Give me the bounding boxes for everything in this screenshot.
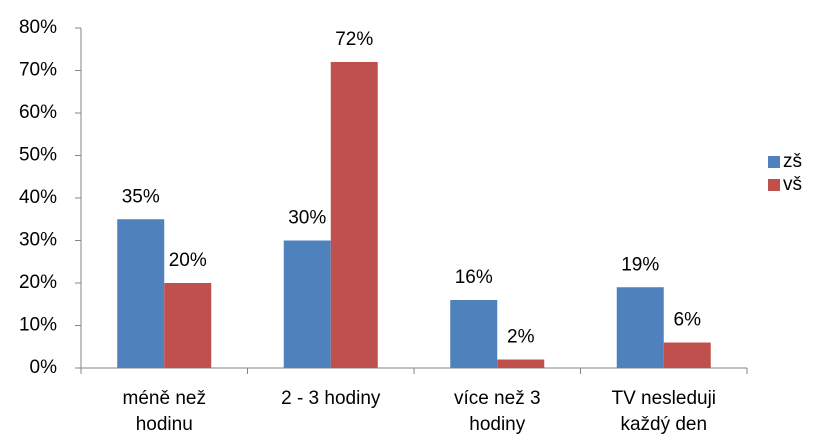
y-tick-label: 50% — [19, 145, 57, 166]
y-tick-label: 60% — [19, 102, 57, 123]
bar — [497, 359, 545, 368]
data-label: 6% — [674, 310, 702, 331]
bar — [616, 287, 664, 368]
data-label: 16% — [455, 267, 493, 288]
data-label: 20% — [169, 250, 207, 271]
legend-swatch — [768, 179, 780, 191]
data-label: 19% — [621, 254, 659, 275]
y-tick-label: 30% — [19, 230, 57, 251]
legend-label: zš — [783, 151, 802, 172]
y-tick-label: 70% — [19, 60, 57, 81]
y-tick-label: 0% — [30, 357, 58, 378]
bar — [117, 219, 165, 368]
data-label: 2% — [507, 327, 535, 348]
bar — [450, 300, 498, 368]
y-tick-label: 10% — [19, 315, 57, 336]
data-label: 72% — [335, 29, 373, 50]
y-tick-label: 40% — [19, 187, 57, 208]
data-label: 30% — [288, 208, 326, 229]
x-tick-label: méně než hodinu — [122, 388, 206, 435]
legend-label: vš — [783, 174, 802, 195]
data-label: 35% — [122, 186, 160, 207]
x-tick-label: TV nesleduji každý den — [611, 388, 717, 435]
bar — [283, 240, 331, 368]
bar — [330, 62, 378, 368]
bar — [663, 342, 711, 368]
y-tick-label: 80% — [19, 17, 57, 38]
bar — [164, 283, 212, 368]
x-tick-label: více než 3 hodiny — [453, 388, 541, 435]
legend-swatch — [768, 156, 780, 168]
y-tick-label: 20% — [19, 272, 57, 293]
x-tick-label: 2 - 3 hodiny — [281, 388, 381, 409]
